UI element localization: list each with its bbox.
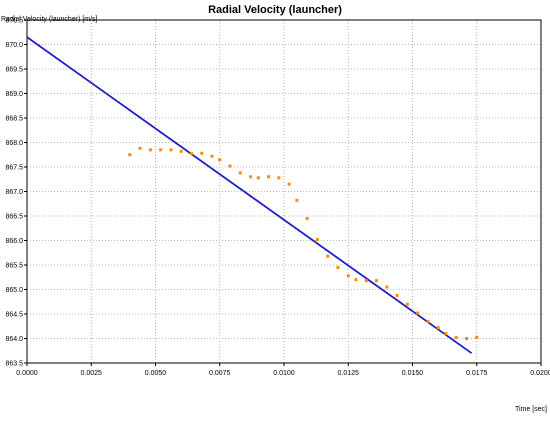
data-point: [385, 285, 389, 289]
x-tick-label: 0.0075: [209, 370, 231, 377]
data-point: [138, 146, 142, 150]
x-axis-label: Time [sec]: [514, 406, 547, 413]
y-tick-label: 867.5: [5, 165, 23, 172]
data-point: [267, 175, 271, 179]
y-tick-label: 869.5: [5, 67, 23, 74]
x-tick-label: 0.0100: [273, 370, 295, 377]
y-tick-label: 868.0: [5, 140, 23, 147]
data-point: [295, 198, 299, 202]
grid-lines: [27, 20, 541, 363]
data-point: [200, 151, 204, 155]
y-tick-label: 865.5: [5, 263, 23, 270]
data-point: [364, 279, 368, 283]
x-tick-label: 0.0050: [145, 370, 167, 377]
data-point: [436, 326, 440, 330]
data-point: [454, 336, 458, 340]
data-point: [256, 176, 260, 180]
data-point: [405, 302, 409, 306]
y-tick-label: 864.5: [5, 312, 23, 319]
y-tick-label: 869.0: [5, 91, 23, 98]
x-tick-label: 0.0200: [530, 370, 550, 377]
data-point: [426, 319, 430, 323]
data-point: [218, 158, 222, 162]
data-point: [305, 216, 309, 220]
data-point: [464, 337, 468, 340]
chart-title: Radial Velocity (launcher): [208, 4, 342, 16]
data-point: [189, 151, 193, 155]
data-point: [444, 332, 448, 336]
data-point: [416, 311, 420, 315]
x-tick-label: 0.0150: [402, 370, 424, 377]
y-tick-label: 863.5: [5, 361, 23, 368]
y-tick-label: 870.0: [5, 42, 23, 49]
data-point: [336, 265, 340, 269]
data-point: [179, 149, 183, 153]
data-point: [354, 278, 358, 282]
data-point: [169, 148, 173, 152]
x-tick-label: 0.0175: [466, 370, 488, 377]
y-tick-label: 870.5: [5, 18, 23, 25]
data-point: [287, 182, 291, 186]
data-point: [148, 148, 152, 152]
data-point: [228, 164, 232, 168]
fit-line: [26, 36, 473, 354]
y-tick-label: 866.0: [5, 238, 23, 245]
data-point: [315, 238, 319, 242]
data-point: [346, 274, 350, 278]
data-point: [128, 153, 132, 157]
y-tick-label: 867.0: [5, 189, 23, 196]
x-tick-label: 0.0025: [81, 370, 103, 377]
data-point: [326, 254, 330, 258]
data-point: [159, 148, 163, 152]
data-point: [375, 279, 379, 283]
data-point: [277, 176, 281, 180]
data-series: [26, 36, 479, 354]
x-tick-label: 0.0125: [338, 370, 360, 377]
x-tick-label: 0.0000: [16, 370, 38, 377]
data-point: [238, 171, 242, 175]
y-tick-label: 865.0: [5, 287, 23, 294]
y-tick-label: 866.5: [5, 214, 23, 221]
data-point: [395, 293, 399, 297]
data-point: [475, 336, 479, 340]
data-point: [210, 154, 214, 158]
data-point: [249, 175, 253, 179]
y-tick-label: 868.5: [5, 116, 23, 123]
y-tick-label: 864.0: [5, 336, 23, 343]
axis-ticks: 0.0000 0.0025 0.0050 0.0075 0.0100 0.0125 0.01…: [5, 18, 550, 378]
